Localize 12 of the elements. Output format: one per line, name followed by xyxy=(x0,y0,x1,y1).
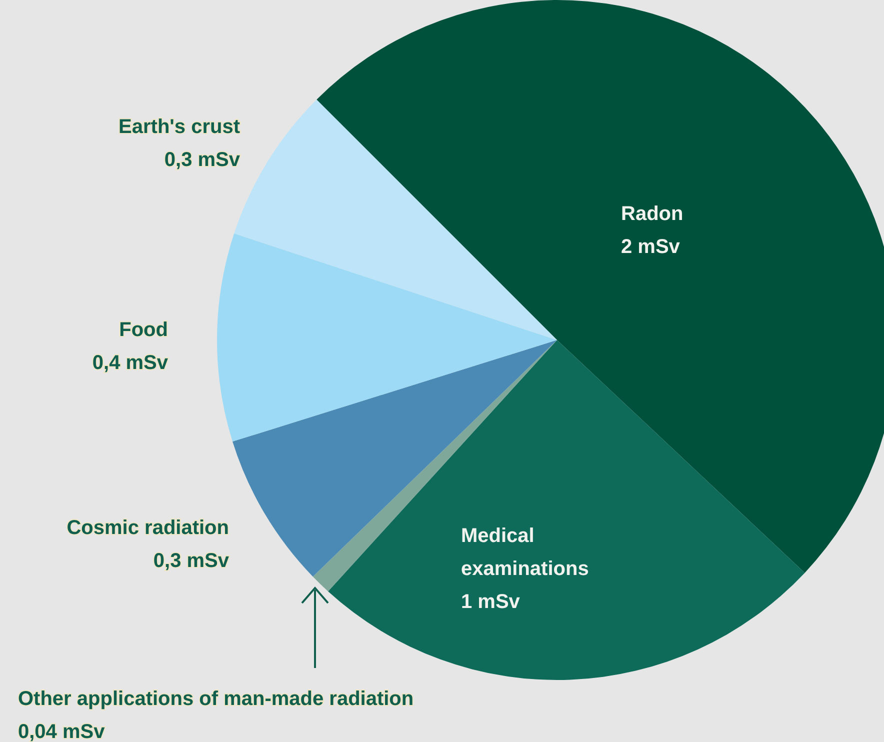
data-label: 1 mSv xyxy=(461,591,521,613)
slice-label: Medical examinations xyxy=(461,525,589,580)
slice-label: Other applications of man-made radiation xyxy=(18,688,414,710)
data-label: 2 mSv xyxy=(621,236,681,258)
slice-label: Cosmic radiation xyxy=(66,517,229,539)
slice-label: Radon xyxy=(621,203,684,225)
data-label: 0,04 mSv xyxy=(18,721,106,742)
data-label: 0,3 mSv xyxy=(164,149,241,171)
data-label: 0,4 mSv xyxy=(92,352,169,374)
slice-label: Food xyxy=(119,319,168,341)
data-label: 0,3 mSv xyxy=(153,550,230,572)
slice-label: Earth's crust xyxy=(118,116,240,138)
